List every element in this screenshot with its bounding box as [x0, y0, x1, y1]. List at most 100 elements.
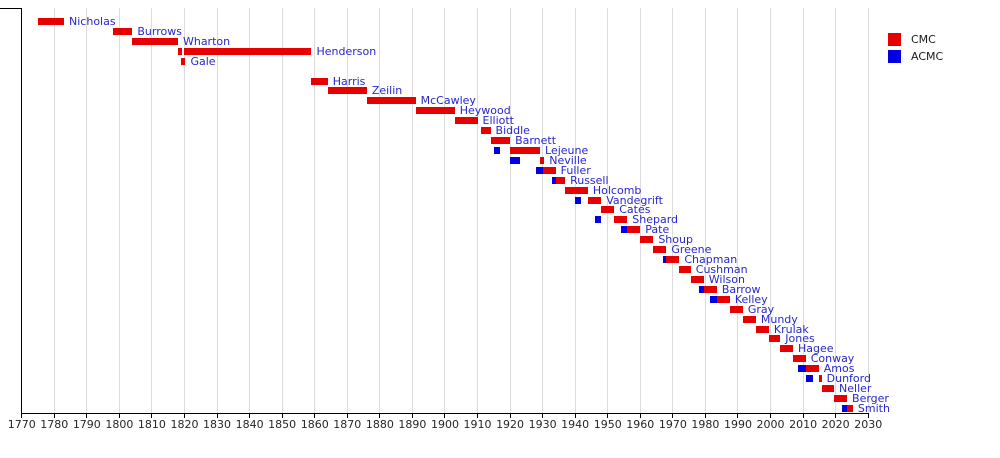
person-link[interactable]: Gale — [190, 54, 216, 68]
person-link[interactable]: Shoup — [658, 233, 693, 247]
person-link[interactable]: Krulak — [773, 322, 809, 336]
x-tick-label: 1840 — [235, 418, 264, 431]
x-tick — [411, 414, 413, 418]
cmc-bar — [366, 97, 416, 105]
x-tick-label: 1800 — [105, 418, 134, 431]
legend-item-cmc: CMC — [888, 33, 943, 46]
person-link[interactable]: Smith — [857, 401, 890, 415]
gridline — [249, 8, 251, 413]
gridline — [346, 8, 348, 413]
cmc-bar — [555, 176, 566, 184]
x-tick-label: 1850 — [268, 418, 297, 431]
person-link[interactable]: Holcomb — [592, 183, 642, 197]
gridline — [86, 8, 88, 413]
cmc-bar — [542, 166, 556, 174]
person-link[interactable]: Russell — [570, 173, 609, 187]
cmc-bar — [780, 345, 793, 353]
cmc-bar — [510, 146, 541, 154]
person-link[interactable]: Elliott — [482, 114, 514, 128]
person-link[interactable]: Conway — [810, 352, 855, 366]
x-tick — [867, 414, 869, 418]
person-link[interactable]: Neville — [549, 153, 587, 167]
legend-acmc-swatch — [888, 50, 901, 63]
person-link[interactable]: Gray — [747, 302, 775, 316]
cmc-bar — [601, 206, 615, 214]
gridline — [704, 8, 706, 413]
gridline — [770, 8, 772, 413]
person-link[interactable]: Heywood — [459, 104, 511, 118]
person-link[interactable]: Mundy — [760, 312, 798, 326]
x-tick — [639, 414, 641, 418]
cmc-bar — [614, 216, 628, 224]
cmc-bar — [415, 107, 455, 115]
acmc-bar — [510, 156, 520, 164]
person-link[interactable]: Shepard — [632, 213, 679, 227]
x-tick — [346, 414, 348, 418]
x-tick-label: 1820 — [170, 418, 199, 431]
x-tick-label: 1890 — [398, 418, 427, 431]
gridline — [216, 8, 218, 413]
cmc-bar — [454, 117, 478, 125]
cmc-bar — [627, 226, 641, 234]
cmc-bar — [768, 335, 781, 343]
cmc-bar — [792, 355, 806, 363]
gridline — [118, 8, 120, 413]
x-tick — [86, 414, 88, 418]
person-link[interactable]: Amos — [823, 362, 855, 376]
person-link[interactable]: Wilson — [708, 272, 745, 286]
person-link[interactable]: Biddle — [495, 124, 530, 138]
x-tick-label: 1920 — [496, 418, 525, 431]
person-link[interactable]: Zeilin — [371, 84, 403, 98]
person-link[interactable]: Barrow — [721, 282, 761, 296]
acmc-bar — [710, 295, 717, 303]
legend-item-acmc: ACMC — [888, 50, 943, 63]
x-tick — [574, 414, 576, 418]
cmc-bar — [37, 18, 64, 25]
person-link[interactable]: Kelley — [734, 292, 768, 306]
x-tick — [314, 414, 316, 418]
person-link[interactable]: Lejeune — [545, 143, 589, 157]
person-link[interactable]: Chapman — [684, 253, 738, 267]
legend-acmc-label: ACMC — [911, 50, 944, 63]
person-link[interactable]: Berger — [852, 391, 889, 405]
person-link[interactable]: Pate — [645, 223, 670, 237]
x-tick — [509, 414, 511, 418]
person-link[interactable]: Neller — [839, 382, 872, 396]
gridline — [867, 8, 869, 413]
cmc-bar — [679, 266, 691, 273]
person-link[interactable]: Burrows — [137, 24, 182, 38]
person-link[interactable]: Wharton — [182, 34, 231, 48]
acmc-bar — [493, 146, 501, 154]
x-tick-label: 1950 — [593, 418, 622, 431]
cmc-bar — [112, 27, 133, 35]
x-tick — [53, 414, 55, 418]
x-tick-label: 2030 — [854, 418, 883, 431]
person-link[interactable]: Henderson — [316, 44, 377, 58]
person-link[interactable]: Cushman — [695, 263, 748, 276]
cmc-bar — [480, 127, 491, 135]
gridline — [281, 8, 283, 413]
x-tick-label: 1940 — [561, 418, 590, 431]
person-link[interactable]: Dunford — [826, 372, 871, 386]
person-link[interactable]: Harris — [332, 74, 366, 88]
person-link[interactable]: Greene — [671, 243, 712, 257]
person-link[interactable]: McCawley — [420, 94, 476, 108]
cmc-bar — [834, 394, 848, 402]
person-link[interactable]: Barnett — [515, 134, 557, 148]
person-link[interactable]: Hagee — [797, 342, 834, 356]
x-tick-label: 1790 — [72, 418, 101, 431]
x-tick-label: 1970 — [658, 418, 687, 431]
legend-cmc-label: CMC — [911, 33, 936, 46]
person-link[interactable]: Vandegrift — [606, 193, 663, 207]
person-link[interactable]: Fuller — [560, 163, 591, 177]
person-link[interactable]: Jones — [785, 332, 815, 346]
x-tick — [672, 414, 674, 418]
person-link[interactable]: Cates — [619, 203, 651, 217]
cmc-bar — [588, 196, 602, 204]
x-tick — [477, 414, 478, 418]
person-link[interactable]: Nicholas — [69, 15, 116, 28]
cmc-bar — [640, 236, 654, 244]
x-tick — [216, 414, 218, 418]
cmc-bar — [716, 295, 730, 303]
gridline — [802, 8, 804, 413]
